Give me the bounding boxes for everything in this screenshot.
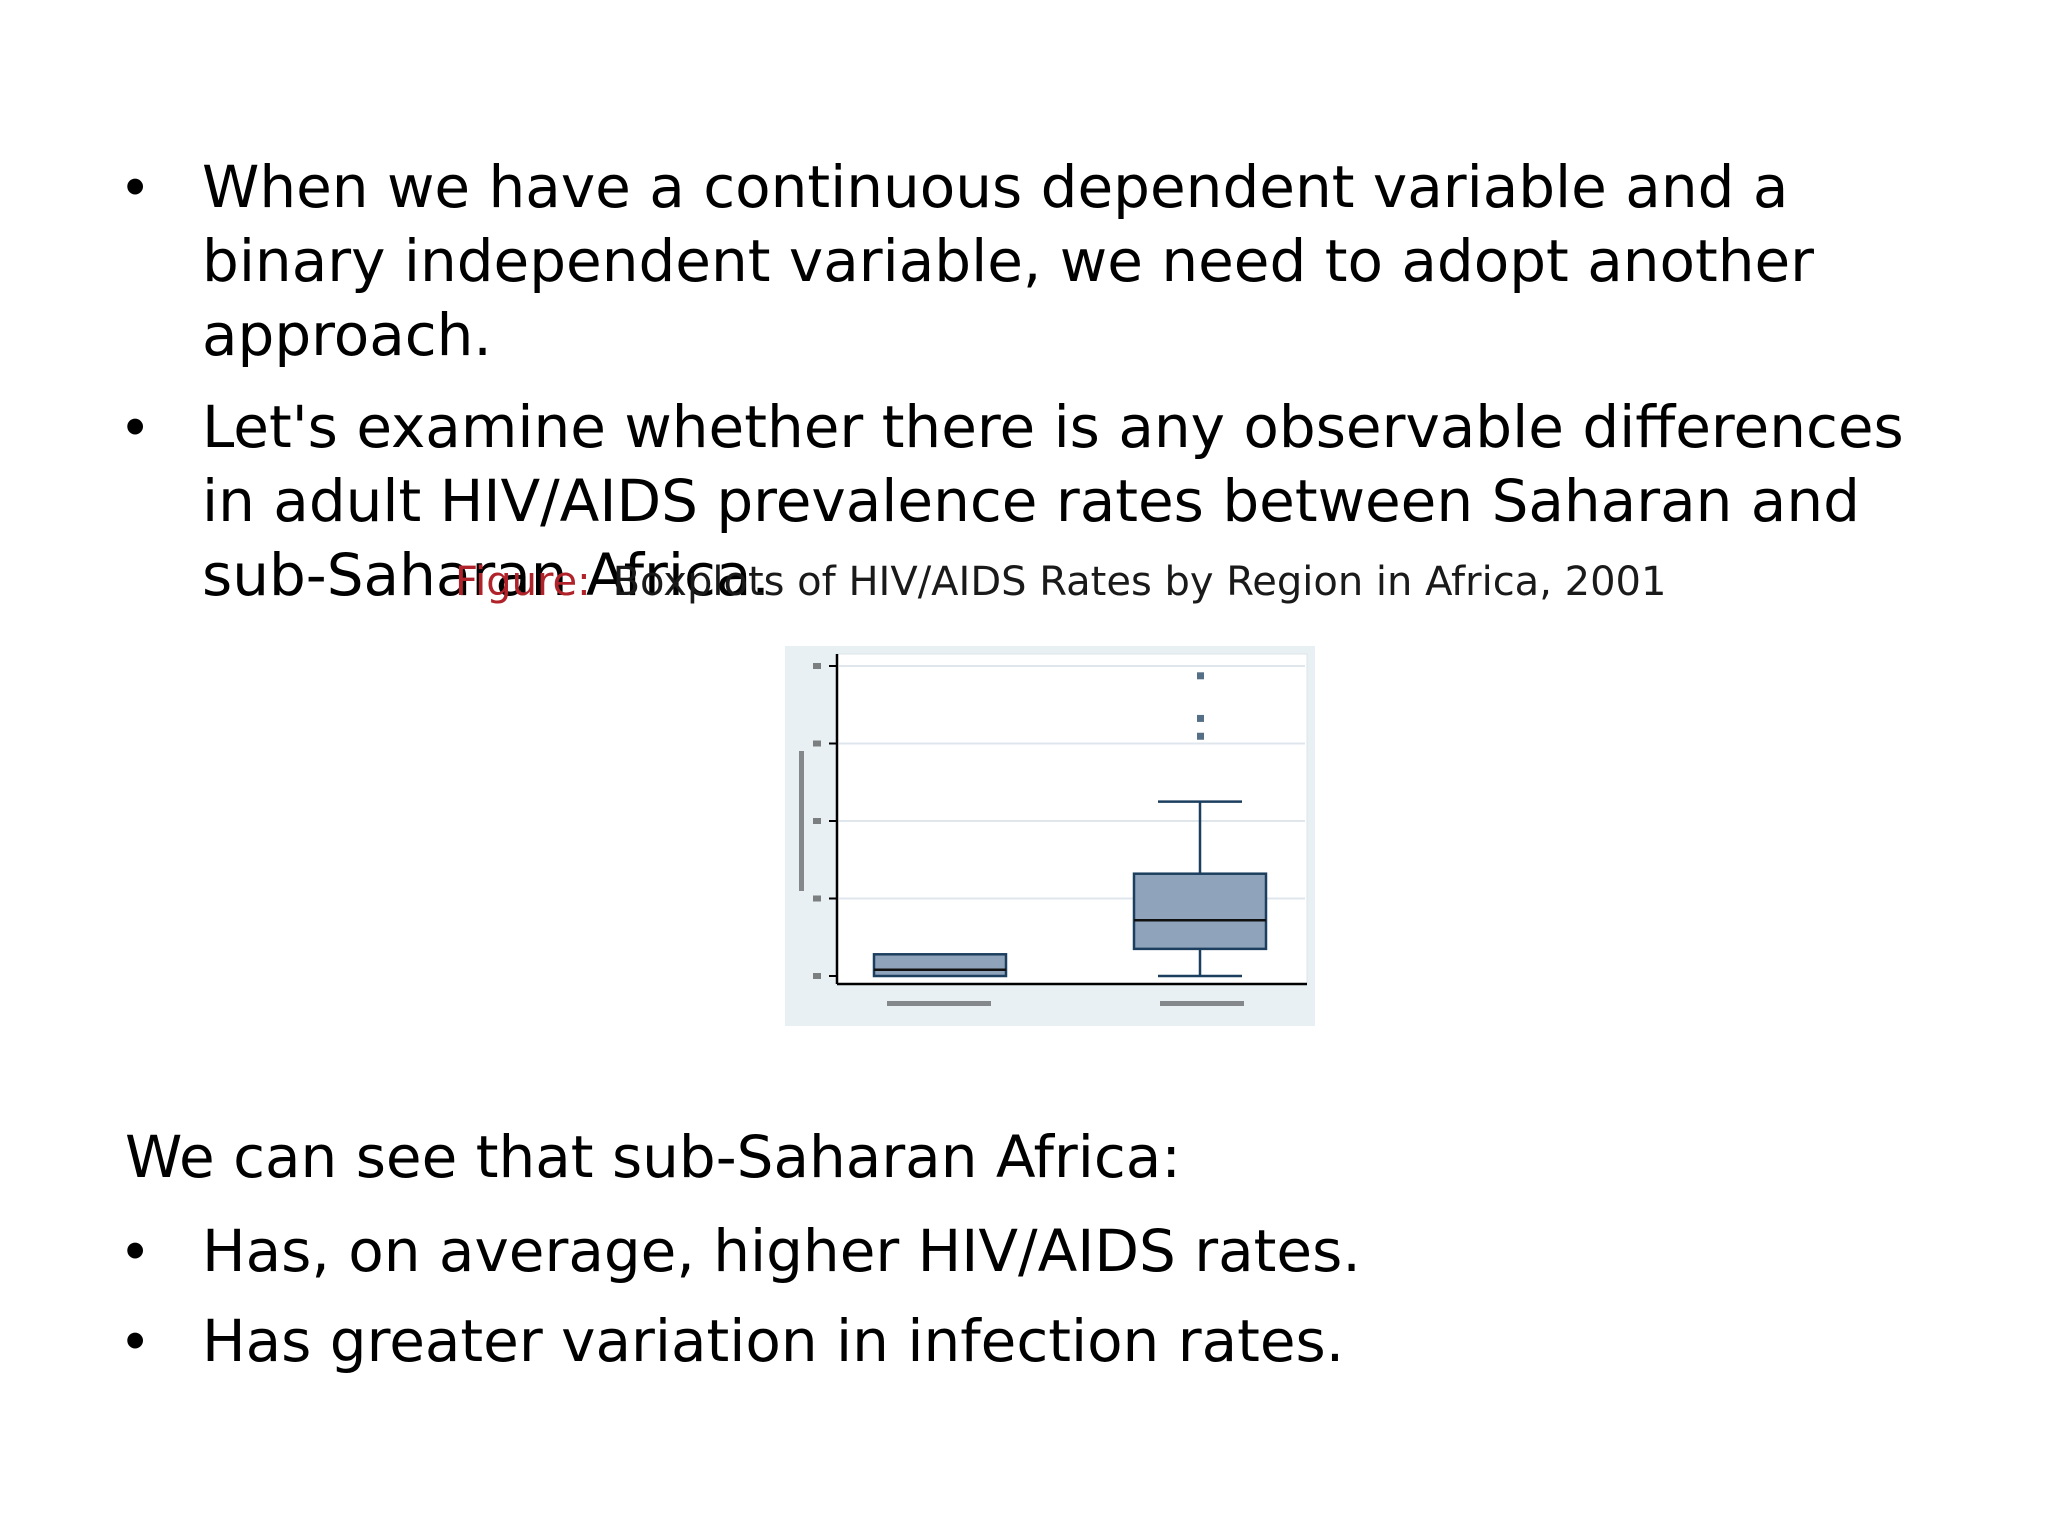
y-axis-label bbox=[799, 751, 804, 891]
bullet-text: Has, on average, higher HIV/AIDS rates. bbox=[202, 1217, 1361, 1285]
bullet-item-approach: • When we have a continuous dependent va… bbox=[125, 150, 1975, 372]
box-not-sub-saharan bbox=[872, 953, 1008, 978]
x-axis-tick-label-1 bbox=[1160, 1001, 1244, 1006]
y-axis-tick-label bbox=[813, 895, 821, 902]
boxplot-chart bbox=[785, 646, 1315, 1026]
box-iqr bbox=[1132, 872, 1268, 951]
y-axis-ticks bbox=[813, 663, 837, 979]
top-bullet-list: • When we have a continuous dependent va… bbox=[125, 150, 1975, 612]
summary-heading: We can see that sub-Saharan Africa: bbox=[125, 1123, 1181, 1191]
figure-caption-text: Boxplots of HIV/AIDS Rates by Region in … bbox=[612, 559, 1667, 605]
bullet-text: When we have a continuous dependent vari… bbox=[202, 153, 1815, 369]
outlier-point bbox=[1197, 672, 1204, 680]
outlier-point bbox=[1197, 714, 1204, 722]
bullet-text: Has greater variation in infection rates… bbox=[202, 1307, 1345, 1375]
outlier-point bbox=[1197, 732, 1204, 740]
bullet-item-higher-rates: • Has, on average, higher HIV/AIDS rates… bbox=[125, 1214, 1975, 1288]
x-axis-tick-label-0 bbox=[887, 1001, 991, 1006]
y-axis-tick-label bbox=[813, 740, 821, 747]
bullet-marker: • bbox=[125, 1308, 146, 1373]
summary-bullet-list: • Has, on average, higher HIV/AIDS rates… bbox=[125, 1214, 1975, 1378]
bullet-marker: • bbox=[125, 394, 146, 459]
figure-caption: Figure: Boxplots of HIV/AIDS Rates by Reg… bbox=[455, 554, 1666, 610]
box-iqr bbox=[872, 953, 1008, 978]
y-axis-tick-label bbox=[813, 818, 821, 824]
bullet-item-examine: • Let's examine whether there is any obs… bbox=[125, 390, 1975, 612]
y-axis-tick-label bbox=[813, 973, 821, 979]
bullet-marker: • bbox=[125, 1218, 146, 1283]
bullet-item-greater-variation: Has greater variation in infection rates… bbox=[125, 1304, 1975, 1378]
bullet-marker: • bbox=[125, 154, 146, 219]
box-sub-saharan bbox=[1132, 672, 1268, 978]
y-axis-tick-label bbox=[813, 663, 821, 669]
figure-caption-prefix: Figure: bbox=[455, 559, 591, 605]
bullet-text: Let's examine whether there is any obser… bbox=[202, 393, 1904, 609]
